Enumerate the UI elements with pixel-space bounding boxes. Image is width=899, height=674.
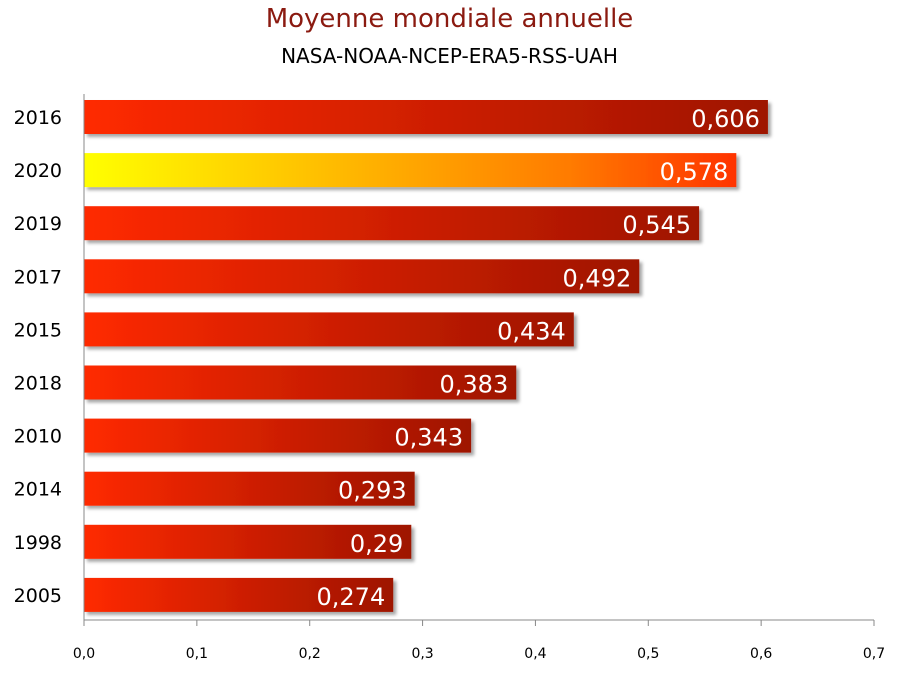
data-label-2016: 0,606 xyxy=(691,105,760,133)
y-tick-label-2018: 2018 xyxy=(14,373,62,395)
bar-2015 xyxy=(84,312,574,347)
x-tick-label-6: 0,6 xyxy=(750,646,772,662)
bar-2019 xyxy=(84,206,700,241)
y-axis-labels: 2016 2020 2019 2017 2015 2018 2010 2014 1998 2005 xyxy=(14,107,62,607)
data-label-2014: 0,293 xyxy=(338,477,407,505)
x-tick-label-1: 0,1 xyxy=(186,646,208,662)
y-tick-label-1998: 1998 xyxy=(14,532,62,554)
y-tick-label-2016: 2016 xyxy=(14,107,62,129)
bar-2018 xyxy=(84,365,517,400)
data-label-2005: 0,274 xyxy=(317,583,386,611)
x-axis: 0,0 0,1 0,2 0,3 0,4 0,5 0,6 0,7 xyxy=(73,94,885,662)
data-label-2019: 0,545 xyxy=(622,211,691,239)
data-label-2015: 0,434 xyxy=(497,317,566,345)
bar-2017 xyxy=(84,259,640,294)
y-tick-label-2014: 2014 xyxy=(14,479,62,501)
y-tick-label-2017: 2017 xyxy=(14,266,62,288)
x-tick-label-7: 0,7 xyxy=(863,646,885,662)
y-tick-label-2015: 2015 xyxy=(14,319,62,341)
chart-title: Moyenne mondiale annuelle xyxy=(265,4,634,34)
bar-2014 xyxy=(84,471,415,506)
bar-2005 xyxy=(84,577,394,612)
y-tick-label-2020: 2020 xyxy=(14,160,62,182)
y-tick-label-2005: 2005 xyxy=(14,585,62,607)
bars-group: 0,606 0,578 0,545 0,492 0,434 0,383 0,343 0,293… xyxy=(84,100,768,612)
bar-2020 xyxy=(84,153,737,188)
data-label-1998: 0,29 xyxy=(350,530,403,558)
chart-subtitle: NASA-NOAA-NCEP-ERA5-RSS-UAH xyxy=(281,44,618,68)
bar-2010 xyxy=(84,418,472,453)
bar-2016 xyxy=(84,100,768,134)
x-tick-label-5: 0,5 xyxy=(637,646,659,662)
x-tick-label-4: 0,4 xyxy=(524,646,546,662)
x-tick-label-3: 0,3 xyxy=(411,646,433,662)
data-label-2017: 0,492 xyxy=(563,264,632,292)
y-tick-label-2019: 2019 xyxy=(14,213,62,235)
y-tick-label-2010: 2010 xyxy=(14,426,62,448)
x-tick-label-0: 0,0 xyxy=(73,646,95,662)
data-label-2010: 0,343 xyxy=(394,424,463,452)
data-label-2020: 0,578 xyxy=(660,158,729,186)
x-tick-label-2: 0,2 xyxy=(299,646,321,662)
data-label-2018: 0,383 xyxy=(440,371,509,399)
bar-1998 xyxy=(84,524,412,559)
